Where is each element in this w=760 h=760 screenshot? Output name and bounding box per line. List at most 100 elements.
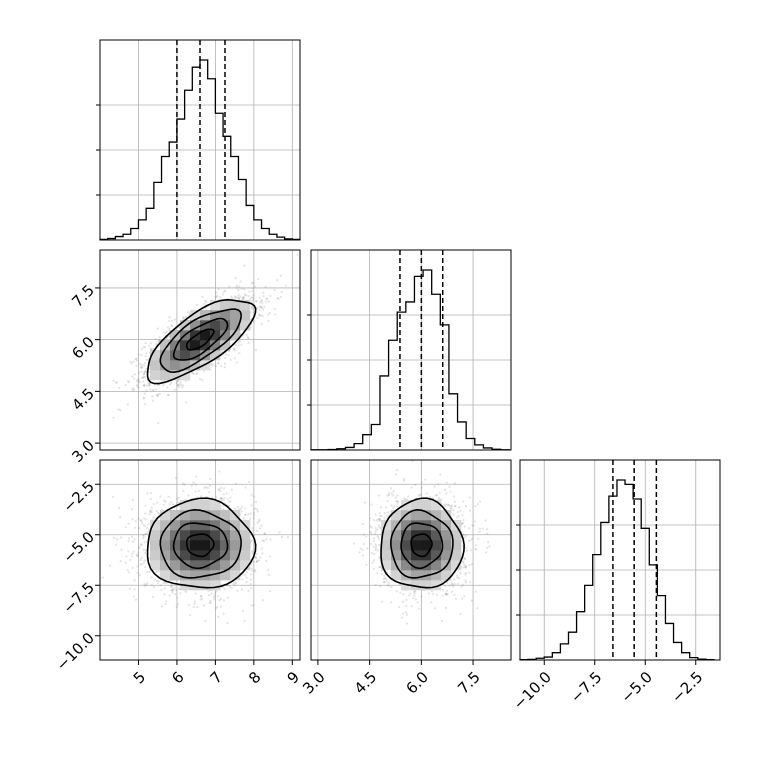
scatter-point: [237, 293, 240, 297]
density-cell: [240, 310, 251, 321]
scatter-point: [176, 384, 179, 387]
scatter-point: [240, 588, 243, 591]
scatter-point: [147, 528, 151, 531]
scatter-point: [156, 582, 160, 585]
scatter-point: [150, 584, 154, 587]
scatter-point: [136, 554, 139, 558]
scatter-point: [255, 299, 258, 303]
scatter-point: [257, 277, 260, 281]
scatter-point: [215, 296, 218, 299]
scatter-point: [222, 599, 226, 602]
scatter-point: [133, 538, 136, 541]
scatter-point: [234, 344, 237, 347]
scatter-point: [162, 503, 165, 506]
density-cell: [190, 320, 201, 331]
scatter-point: [132, 360, 135, 363]
scatter-point: [158, 393, 161, 396]
scatter-point: [137, 517, 140, 520]
scatter-point: [163, 581, 166, 584]
scatter-point: [175, 381, 178, 384]
scatter-point: [174, 588, 178, 592]
scatter-point: [159, 584, 163, 587]
density-cell: [170, 360, 181, 371]
scatter-point: [159, 495, 162, 498]
scatter-point: [238, 340, 241, 343]
scatter-point: [126, 380, 130, 383]
scatter-point: [120, 548, 123, 551]
scatter-point: [147, 523, 150, 526]
scatter-point: [252, 282, 255, 285]
scatter-point: [269, 538, 272, 541]
scatter-point: [264, 285, 267, 288]
scatter-point: [192, 481, 195, 484]
scatter-point: [261, 314, 264, 318]
scatter-point: [182, 384, 185, 387]
scatter-point: [239, 295, 242, 298]
scatter-point: [136, 378, 139, 382]
scatter-point: [250, 306, 253, 309]
density-cell: [150, 360, 161, 371]
scatter-point: [267, 573, 270, 576]
scatter-point: [223, 587, 226, 590]
scatter-point: [167, 495, 170, 498]
scatter-point: [199, 377, 202, 381]
density-cell: [200, 320, 211, 331]
scatter-point: [251, 297, 255, 300]
scatter-point: [260, 306, 264, 309]
scatter-point: [258, 313, 261, 316]
scatter-point: [253, 511, 256, 514]
scatter-point: [256, 529, 259, 533]
scatter-point: [251, 529, 254, 533]
density-cell: [210, 300, 221, 311]
scatter-point: [169, 585, 172, 588]
scatter-point: [127, 571, 130, 574]
scatter-point: [152, 502, 155, 506]
scatter-point: [245, 294, 248, 297]
scatter-point: [137, 371, 141, 374]
scatter-point: [145, 367, 148, 371]
scatter-point: [142, 548, 145, 551]
scatter-point: [234, 581, 237, 584]
scatter-point: [142, 346, 145, 349]
scatter-point: [216, 361, 219, 365]
scatter-point: [249, 573, 253, 576]
y-tick-label: 6.0: [68, 333, 98, 363]
scatter-point: [237, 297, 240, 300]
scatter-point: [251, 299, 254, 302]
scatter-point: [135, 357, 138, 360]
scatter-point: [164, 500, 167, 503]
scatter-point: [268, 311, 272, 315]
scatter-point: [132, 387, 135, 390]
scatter-point: [148, 384, 151, 387]
scatter-point: [296, 253, 299, 256]
scatter-point: [154, 578, 157, 581]
scatter-point: [222, 499, 225, 502]
scatter-point: [135, 359, 139, 362]
density-cell: [230, 330, 241, 341]
scatter-point: [278, 531, 281, 534]
scatter-point: [120, 536, 123, 539]
scatter-point: [139, 563, 142, 566]
scatter-point: [256, 559, 259, 562]
scatter-point: [136, 571, 139, 574]
density-cell: [230, 320, 241, 331]
scatter-point: [144, 355, 147, 358]
scatter-point: [233, 346, 236, 350]
scatter-point: [149, 342, 153, 345]
scatter-point: [265, 297, 268, 300]
scatter-point: [177, 380, 180, 383]
scatter-point: [143, 372, 146, 375]
scatter-point: [250, 504, 253, 507]
scatter-point: [124, 561, 127, 564]
scatter-point: [136, 385, 139, 388]
scatter-point: [174, 477, 178, 480]
scatter-point: [242, 517, 245, 520]
scatter-point: [234, 277, 237, 280]
scatter-point: [261, 552, 264, 555]
scatter-point: [192, 605, 195, 609]
scatter-point: [140, 348, 143, 351]
scatter-point: [139, 366, 143, 369]
scatter-point: [225, 492, 228, 495]
scatter-point: [252, 517, 256, 520]
scatter-point: [223, 290, 226, 293]
